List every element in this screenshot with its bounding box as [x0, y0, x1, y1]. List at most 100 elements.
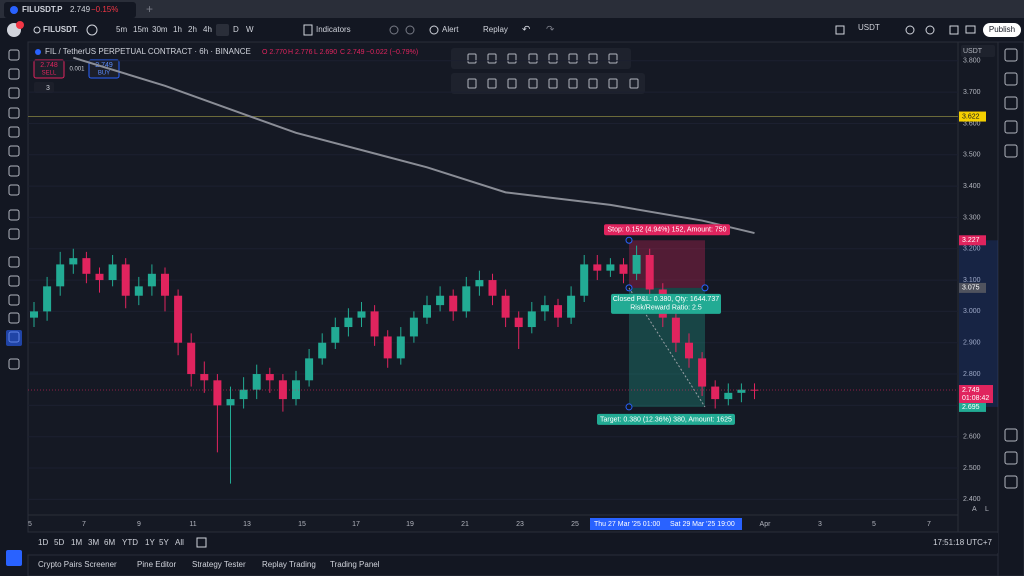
- indicators-toggle[interactable]: [34, 82, 54, 93]
- search-icon[interactable]: [33, 26, 41, 34]
- interval[interactable]: 5m: [116, 25, 127, 34]
- tool-icon[interactable]: [8, 228, 20, 240]
- candle-body: [645, 255, 654, 290]
- indicators-icon[interactable]: [303, 24, 313, 36]
- range-button[interactable]: YTD: [122, 538, 138, 547]
- replay-button[interactable]: Replay: [483, 25, 508, 34]
- interval[interactable]: 30m: [152, 25, 168, 34]
- range-start: Thu 27 Mar '25 01:00: [594, 521, 660, 528]
- active-tool[interactable]: [6, 330, 22, 346]
- sidebar-icon[interactable]: [1004, 144, 1018, 158]
- compare-button[interactable]: [86, 24, 98, 36]
- indicators-button[interactable]: Indicators: [316, 25, 351, 34]
- sidebar-icon[interactable]: [1004, 428, 1018, 442]
- tool-icon[interactable]: [8, 358, 20, 370]
- handle[interactable]: [701, 284, 709, 292]
- range-button[interactable]: 5Y: [159, 538, 169, 547]
- range-button[interactable]: 1D: [38, 538, 48, 547]
- tool-icon[interactable]: [8, 312, 20, 324]
- tool-icon[interactable]: [8, 107, 20, 119]
- handle[interactable]: [625, 236, 633, 244]
- panel-tab[interactable]: Trading Panel: [330, 560, 380, 569]
- float-tool[interactable]: [507, 78, 517, 89]
- new-tab[interactable]: +: [146, 2, 153, 16]
- sell-button[interactable]: [33, 59, 65, 79]
- help-button[interactable]: [6, 550, 22, 566]
- interval[interactable]: 2h: [188, 25, 197, 34]
- interval[interactable]: 1h: [173, 25, 182, 34]
- quick-search[interactable]: [905, 25, 915, 35]
- range-button[interactable]: 1M: [71, 538, 82, 547]
- candle-body: [671, 317, 680, 343]
- toolbar-symbol[interactable]: FILUSDT.: [43, 25, 78, 34]
- interval[interactable]: 15m: [133, 25, 149, 34]
- interval[interactable]: 4h: [203, 25, 212, 34]
- sidebar-icon[interactable]: [1004, 120, 1018, 134]
- range-button[interactable]: All: [175, 538, 184, 547]
- float-tool[interactable]: [487, 53, 497, 64]
- interval[interactable]: W: [246, 25, 254, 34]
- currency-box[interactable]: [961, 45, 995, 57]
- float-tool[interactable]: [588, 53, 598, 64]
- tool-icon[interactable]: [8, 145, 20, 157]
- float-tool[interactable]: [467, 53, 477, 64]
- alert-icon[interactable]: [429, 25, 439, 35]
- snapshot[interactable]: [965, 25, 976, 34]
- float-tool[interactable]: [467, 78, 477, 89]
- tool-icon[interactable]: [8, 275, 20, 287]
- interval[interactable]: D: [233, 25, 239, 34]
- tool-icon[interactable]: [8, 165, 20, 177]
- panel-tab[interactable]: Pine Editor: [137, 560, 176, 569]
- layout-button[interactable]: [405, 25, 415, 35]
- range-button[interactable]: 3M: [88, 538, 99, 547]
- panel-tab[interactable]: Replay Trading: [262, 560, 316, 569]
- range-button[interactable]: 6M: [104, 538, 115, 547]
- tool-icon[interactable]: [8, 256, 20, 268]
- x-tick-label: Apr: [760, 521, 772, 528]
- fullscreen[interactable]: [949, 25, 959, 35]
- alert-button[interactable]: Alert: [442, 25, 459, 34]
- log-scale[interactable]: L: [985, 506, 989, 513]
- publish-button[interactable]: Publish: [989, 25, 1015, 34]
- currency-select[interactable]: USDT: [858, 23, 880, 32]
- float-tool[interactable]: [588, 78, 598, 89]
- tool-icon[interactable]: [8, 209, 20, 221]
- float-tool[interactable]: [568, 78, 578, 89]
- auto-scale[interactable]: A: [972, 506, 977, 513]
- redo[interactable]: ↷: [546, 25, 555, 36]
- float-tool[interactable]: [608, 53, 618, 64]
- float-tool[interactable]: [528, 53, 538, 64]
- panel-tab[interactable]: Strategy Tester: [192, 560, 246, 569]
- tool-icon[interactable]: [8, 184, 20, 196]
- float-tool[interactable]: [608, 78, 618, 89]
- axis-marker-bg: [959, 401, 986, 412]
- range-button[interactable]: 1Y: [145, 538, 155, 547]
- layout-toggle[interactable]: [835, 25, 845, 35]
- undo[interactable]: ↶: [522, 25, 530, 36]
- panel-tab[interactable]: Crypto Pairs Screener: [38, 560, 117, 569]
- sidebar-icon[interactable]: [1004, 72, 1018, 86]
- float-tool[interactable]: [629, 78, 639, 89]
- sidebar-icon[interactable]: [1004, 451, 1018, 465]
- tool-icon[interactable]: [8, 294, 20, 306]
- float-tool[interactable]: [548, 78, 558, 89]
- browser-tab[interactable]: [4, 2, 136, 18]
- sidebar-icon[interactable]: [1004, 48, 1018, 62]
- template-button[interactable]: [389, 25, 399, 35]
- publish-bg[interactable]: [983, 23, 1021, 37]
- tool-icon[interactable]: [8, 126, 20, 138]
- handle[interactable]: [625, 403, 633, 411]
- tool-icon[interactable]: [8, 68, 20, 80]
- float-tool[interactable]: [507, 53, 517, 64]
- sidebar-icon[interactable]: [1004, 96, 1018, 110]
- go-to-date[interactable]: [196, 537, 207, 548]
- range-button[interactable]: 5D: [54, 538, 64, 547]
- float-tool[interactable]: [528, 78, 538, 89]
- float-tool[interactable]: [548, 53, 558, 64]
- float-tool[interactable]: [487, 78, 497, 89]
- float-tool[interactable]: [568, 53, 578, 64]
- sidebar-icon[interactable]: [1004, 475, 1018, 489]
- settings[interactable]: [925, 25, 935, 35]
- tool-icon[interactable]: [8, 87, 20, 99]
- tool-icon[interactable]: [8, 49, 20, 61]
